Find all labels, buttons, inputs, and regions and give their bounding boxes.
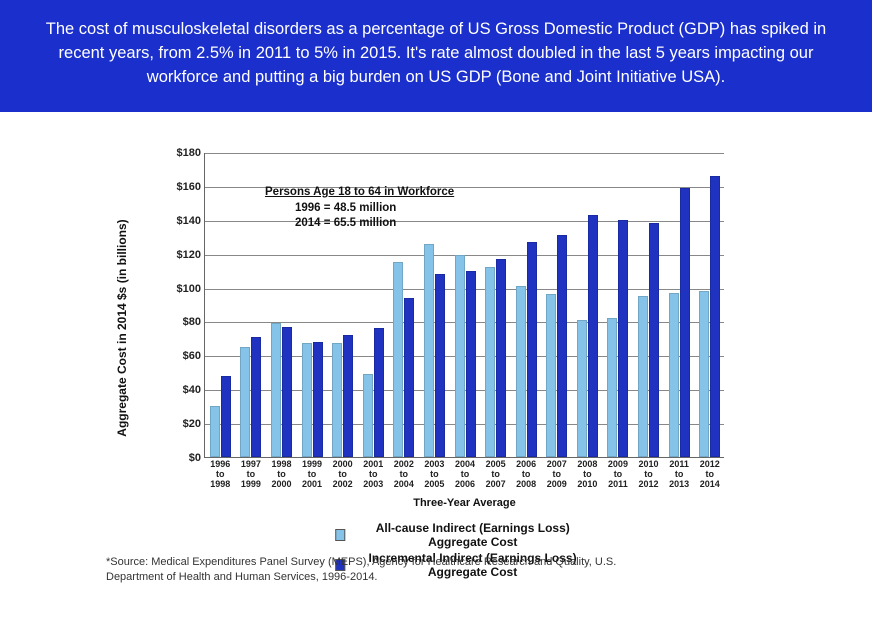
bar <box>638 296 648 457</box>
bar <box>699 291 709 457</box>
bar <box>240 347 250 457</box>
bar <box>424 244 434 458</box>
bar <box>313 342 323 457</box>
bar <box>680 188 690 457</box>
bar <box>466 271 476 457</box>
x-tick-label: 1998 to 2000 <box>267 457 295 490</box>
y-tick-label: $160 <box>165 181 201 193</box>
banner-text: The cost of musculoskeletal disorders as… <box>46 20 826 86</box>
bar <box>332 343 342 457</box>
chart-container: Aggregate Cost in 2014 $s (in billions) … <box>158 138 738 518</box>
bar <box>363 374 373 457</box>
bar <box>527 242 537 457</box>
note-line2: 2014 = 65.5 million <box>265 217 396 229</box>
bar <box>302 343 312 457</box>
y-tick-label: $80 <box>165 316 201 328</box>
source-citation: *Source: Medical Expenditures Panel Surv… <box>106 555 616 585</box>
bar <box>282 327 292 457</box>
bar <box>546 294 556 457</box>
y-tick-label: $180 <box>165 147 201 159</box>
bar <box>221 376 231 457</box>
y-tick-label: $100 <box>165 283 201 295</box>
bar <box>557 235 567 457</box>
y-tick-label: $0 <box>165 452 201 464</box>
plot-area: $0$20$40$60$80$100$120$140$160$180 1996 … <box>204 153 724 458</box>
note-line1: 1996 = 48.5 million <box>265 202 396 214</box>
legend-swatch <box>335 529 345 541</box>
x-tick-label: 2012 to 2014 <box>696 457 724 490</box>
x-tick-label: 2009 to 2011 <box>604 457 632 490</box>
bar <box>404 298 414 457</box>
bar <box>588 215 598 457</box>
bar <box>271 323 281 457</box>
y-axis-label: Aggregate Cost in 2014 $s (in billions) <box>115 219 129 436</box>
header-banner: The cost of musculoskeletal disorders as… <box>0 0 872 112</box>
x-tick-label: 1997 to 1999 <box>237 457 265 490</box>
bar <box>251 337 261 457</box>
legend-label: All-cause Indirect (Earnings Loss) Aggre… <box>351 521 594 549</box>
x-tick-label: 1999 to 2001 <box>298 457 326 490</box>
x-axis-label: Three-Year Average <box>413 497 516 509</box>
x-tick-label: 2007 to 2009 <box>543 457 571 490</box>
bar <box>649 223 659 457</box>
x-tick-label: 2010 to 2012 <box>635 457 663 490</box>
x-tick-label: 2011 to 2013 <box>665 457 693 490</box>
source-line2: Department of Health and Human Services,… <box>106 570 616 585</box>
x-tick-label: 2008 to 2010 <box>573 457 601 490</box>
x-tick-label: 2000 to 2002 <box>329 457 357 490</box>
annotation-note: Persons Age 18 to 64 in Workforce 1996 =… <box>265 185 454 232</box>
bar <box>516 286 526 457</box>
bar <box>669 293 679 457</box>
x-tick-label: 2002 to 2004 <box>390 457 418 490</box>
bar <box>435 274 445 457</box>
bar <box>374 328 384 457</box>
bar <box>710 176 720 457</box>
bar <box>485 267 495 457</box>
y-tick-label: $60 <box>165 350 201 362</box>
source-line1: *Source: Medical Expenditures Panel Surv… <box>106 555 616 570</box>
bar <box>577 320 587 457</box>
bar <box>607 318 617 457</box>
y-tick-label: $140 <box>165 215 201 227</box>
y-tick-label: $40 <box>165 384 201 396</box>
bar <box>393 262 403 457</box>
legend-item: All-cause Indirect (Earnings Loss) Aggre… <box>335 521 595 549</box>
bar <box>210 406 220 457</box>
x-tick-label: 2005 to 2007 <box>482 457 510 490</box>
bar <box>455 255 465 457</box>
note-title: Persons Age 18 to 64 in Workforce <box>265 186 454 198</box>
x-tick-label: 1996 to 1998 <box>206 457 234 490</box>
bar <box>343 335 353 457</box>
x-tick-label: 2006 to 2008 <box>512 457 540 490</box>
bar <box>618 220 628 457</box>
x-tick-label: 2003 to 2005 <box>420 457 448 490</box>
bar <box>496 259 506 457</box>
y-tick-label: $120 <box>165 249 201 261</box>
x-tick-label: 2001 to 2003 <box>359 457 387 490</box>
y-tick-label: $20 <box>165 418 201 430</box>
x-tick-label: 2004 to 2006 <box>451 457 479 490</box>
